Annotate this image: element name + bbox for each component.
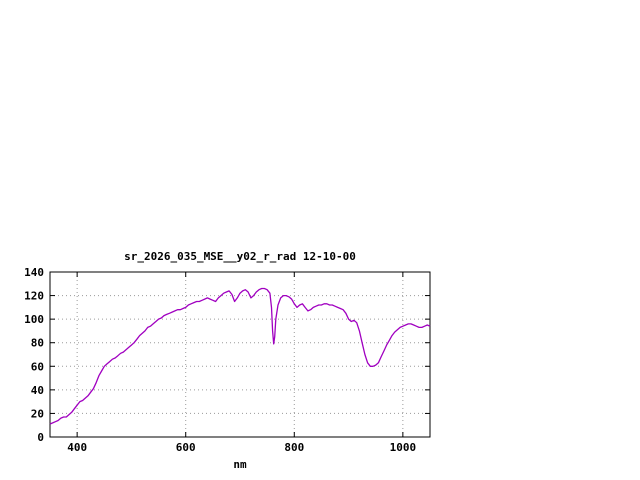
x-tick-label: 800	[284, 441, 304, 454]
plot-border	[49, 271, 431, 438]
x-tick-label: 1000	[390, 441, 417, 454]
x-tick-label: 600	[176, 441, 196, 454]
chart-title: sr_2026_035_MSE__y02_r_rad 12-10-00	[124, 250, 356, 263]
y-tick-label: 0	[37, 431, 44, 444]
y-tick-label: 60	[31, 360, 44, 373]
y-tick-label: 100	[24, 313, 44, 326]
y-tick-label: 20	[31, 407, 44, 420]
y-tick-label: 140	[24, 266, 44, 279]
y-tick-label: 80	[31, 337, 44, 350]
series-line	[49, 287, 431, 425]
y-tick-label: 40	[31, 384, 44, 397]
y-tick-label: 120	[24, 290, 44, 303]
x-axis-label: nm	[233, 458, 247, 471]
x-tick-label: 400	[67, 441, 87, 454]
